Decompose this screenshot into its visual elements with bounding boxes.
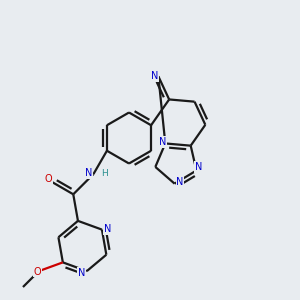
Text: N: N xyxy=(159,137,167,147)
Text: N: N xyxy=(85,168,93,178)
Text: N: N xyxy=(176,177,184,187)
Text: O: O xyxy=(45,174,52,184)
Text: N: N xyxy=(151,71,158,81)
Text: H: H xyxy=(101,169,108,178)
Text: N: N xyxy=(78,268,85,278)
Text: O: O xyxy=(34,267,41,277)
Text: N: N xyxy=(103,224,111,234)
Text: N: N xyxy=(195,162,203,172)
